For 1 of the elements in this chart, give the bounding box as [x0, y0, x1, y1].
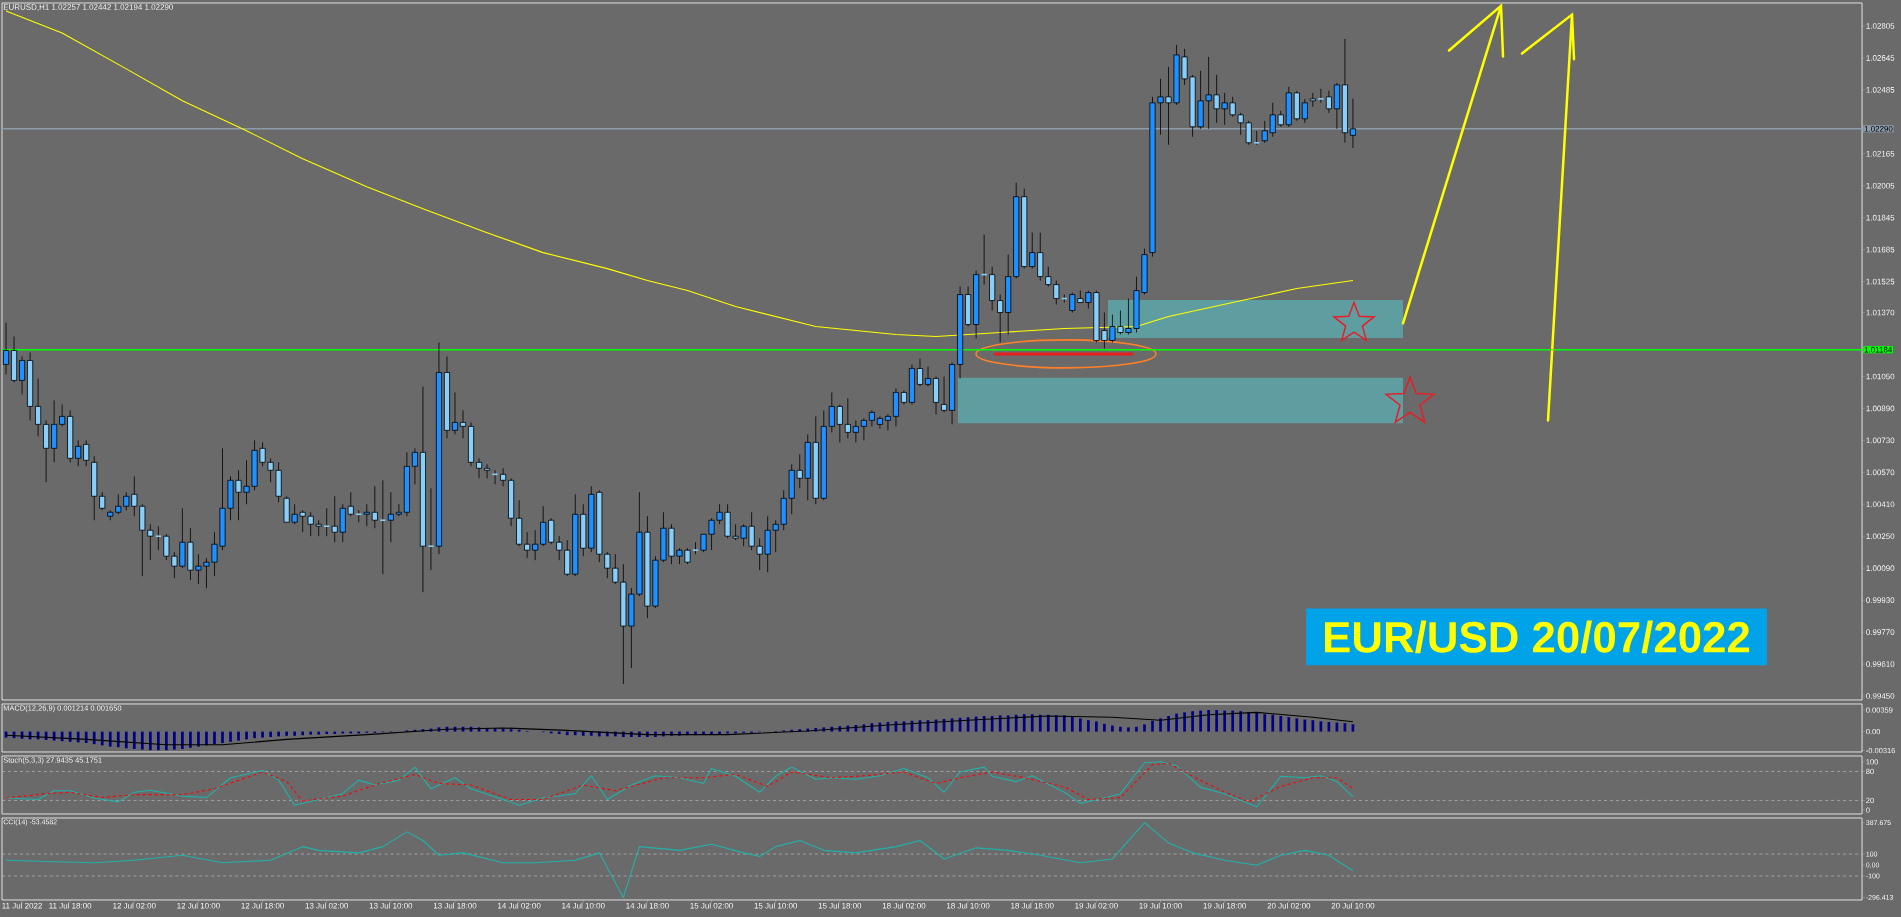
annotation: EUR/USD 20/07/2022 [1325, 620, 1750, 654]
